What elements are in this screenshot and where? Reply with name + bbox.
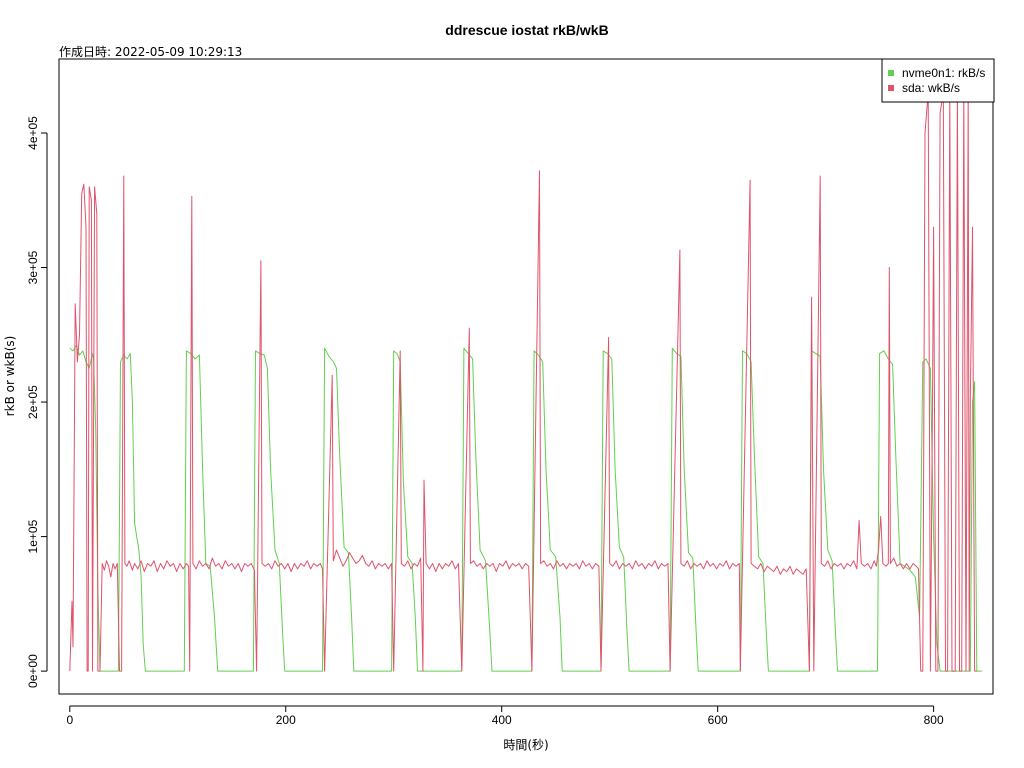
x-tick-label: 0 (66, 713, 73, 727)
y-axis: 0e+00 1e+05 2e+05 3e+05 4e+05 (26, 116, 48, 688)
y-tick-label: 4e+05 (26, 116, 40, 150)
x-axis-label: 時間(秒) (503, 738, 548, 752)
x-tick-label: 800 (924, 713, 944, 727)
y-tick-label: 2e+05 (26, 385, 40, 419)
legend-label: sda: wkB/s (902, 81, 960, 95)
x-tick-label: 400 (492, 713, 512, 727)
chart-subtitle: 作成日時: 2022-05-09 10:29:13 (59, 45, 242, 59)
y-tick-label: 3e+05 (26, 250, 40, 284)
series-line-1 (69, 345, 983, 672)
x-tick-label: 200 (276, 713, 296, 727)
chart-title: ddrescue iostat rkB/wkB (445, 22, 608, 38)
series-lines (69, 92, 983, 672)
plot-frame (58, 58, 994, 695)
x-tick-label: 600 (708, 713, 728, 727)
y-tick-label: 1e+05 (26, 519, 40, 553)
y-tick-label: 0e+00 (26, 654, 40, 688)
x-axis: 0 200 400 600 800 (66, 705, 944, 727)
legend-box (881, 58, 995, 103)
series-line-2 (69, 92, 977, 672)
legend-label: nvme0n1: rkB/s (902, 66, 985, 80)
y-axis-label: rkB or wkB(s) (3, 336, 17, 417)
legend-swatch (888, 70, 894, 76)
legend-swatch (888, 85, 894, 91)
